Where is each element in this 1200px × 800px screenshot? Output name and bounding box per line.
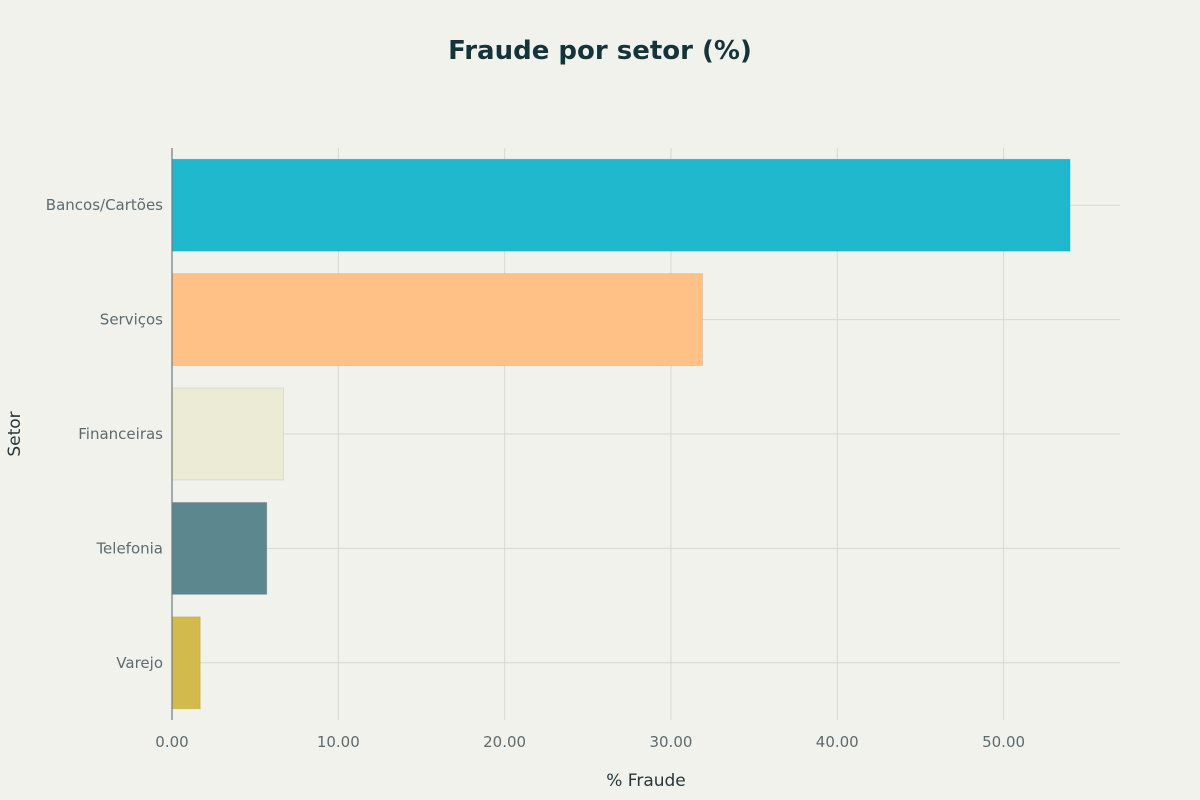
bar (171, 501, 268, 595)
chart-title: Fraude por setor (%) (448, 36, 752, 66)
bar (171, 273, 704, 367)
x-tick-label: 20.00 (483, 733, 526, 751)
x-axis-title: % Fraude (606, 771, 686, 791)
y-axis-title: Setor (5, 411, 25, 456)
bar (171, 387, 284, 481)
bars (171, 158, 1071, 710)
x-tick-label: 40.00 (816, 733, 859, 751)
x-tick-label: 10.00 (317, 733, 360, 751)
y-tick-labels: Bancos/Cartões Serviços Financeiras Telefon… (46, 196, 163, 672)
y-tick-label: Financeiras (78, 425, 163, 443)
y-tick-label: Telefonia (95, 539, 163, 557)
y-tick-label: Bancos/Cartões (46, 196, 163, 214)
bar (171, 616, 201, 710)
bar (171, 158, 1071, 252)
x-tick-label: 0.00 (155, 733, 188, 751)
x-tick-label: 50.00 (982, 733, 1025, 751)
y-tick-label: Varejo (116, 654, 163, 672)
x-tick-label: 30.00 (649, 733, 692, 751)
x-tick-labels: 0.00 10.00 20.00 30.00 40.00 50.00 (155, 733, 1025, 751)
y-tick-label: Serviços (100, 311, 163, 329)
